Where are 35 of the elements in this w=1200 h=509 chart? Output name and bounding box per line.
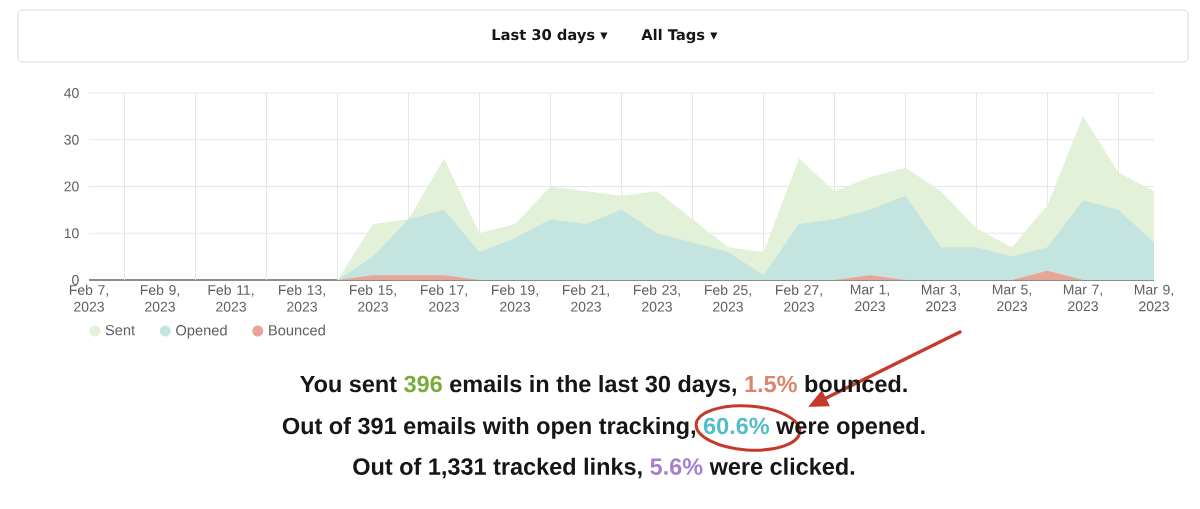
legend-label: Bounced: [269, 324, 325, 336]
text: You sent: [300, 375, 397, 393]
x-tick-label: Feb 7, 2023: [69, 284, 108, 312]
y-tick-label: 30: [64, 134, 79, 145]
y-tick-label: 10: [64, 228, 79, 239]
legend-label: Opened: [176, 324, 227, 339]
x-tick-label: Feb 21, 2023: [563, 284, 609, 312]
x-tick-label: Mar 1, 2023: [850, 284, 889, 312]
text: were clicked.: [709, 457, 855, 475]
x-tick-label: Feb 11, 2023: [208, 284, 254, 312]
text: Out of 1,331 tracked links,: [353, 457, 642, 479]
x-tick-label: Mar 5, 2023: [992, 284, 1031, 312]
x-tick-label: Mar 3, 2023: [921, 284, 960, 312]
text: emails in the last 30 days,: [450, 375, 736, 397]
x-tick-label: Feb 27, 2023: [776, 284, 822, 312]
x-tick-label: Feb 19, 2023: [492, 284, 538, 312]
text: 396: [404, 375, 442, 393]
text: Out of 391 emails with open tracking,: [282, 417, 696, 439]
text: Last 30 days ▾: [492, 28, 608, 44]
x-tick-label: Feb 9, 2023: [140, 284, 179, 312]
text: 1.5%: [745, 375, 797, 393]
text: 5.6%: [650, 458, 703, 475]
x-tick-label: Feb 25, 2023: [705, 284, 751, 312]
x-tick-label: Mar 9, 2023: [1134, 284, 1173, 312]
text: All Tags ▾: [641, 28, 718, 44]
x-tick-label: Mar 7, 2023: [1063, 284, 1102, 312]
x-tick-label: Feb 13, 2023: [279, 284, 325, 312]
x-tick-label: Feb 23, 2023: [634, 284, 680, 312]
y-tick-label: 0: [72, 275, 79, 285]
x-tick-label: Feb 17, 2023: [421, 284, 467, 312]
text: 60.6%: [703, 417, 769, 435]
x-tick-label: Feb 15, 2023: [350, 284, 396, 312]
y-tick-label: 40: [64, 88, 79, 98]
legend-label: Sent: [105, 324, 135, 336]
y-tick-label: 20: [64, 181, 79, 192]
